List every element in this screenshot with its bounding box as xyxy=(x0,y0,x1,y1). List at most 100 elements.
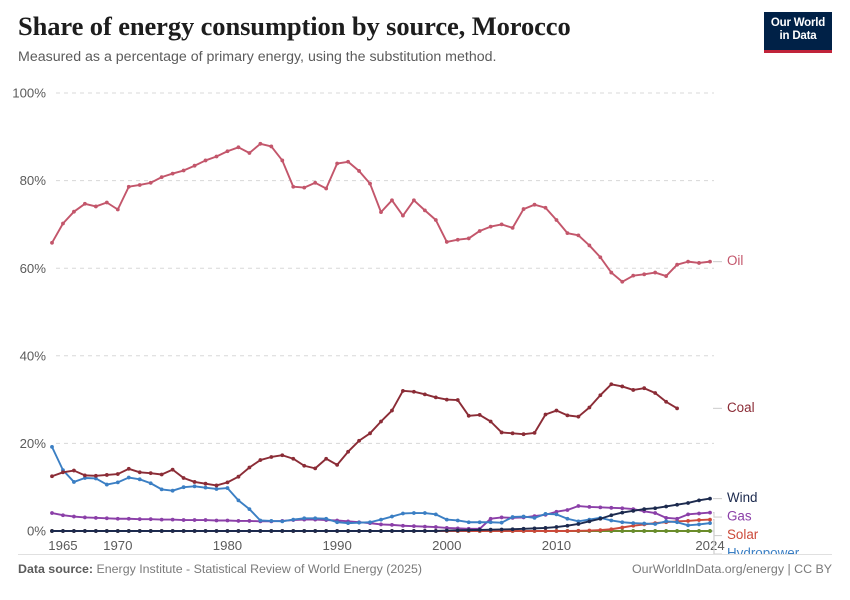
data-point xyxy=(148,529,153,533)
data-point xyxy=(565,231,570,236)
data-point xyxy=(565,413,570,418)
data-point xyxy=(444,397,449,402)
data-point xyxy=(587,505,592,509)
data-point xyxy=(532,430,537,435)
data-point xyxy=(532,529,537,533)
data-point xyxy=(598,516,603,521)
series-oil[interactable] xyxy=(50,141,712,284)
data-point xyxy=(422,208,427,213)
data-point xyxy=(93,473,98,478)
data-point xyxy=(554,525,559,529)
data-point xyxy=(83,515,87,520)
data-point xyxy=(653,391,658,395)
y-tick-label: 40% xyxy=(20,348,47,363)
series-gas[interactable] xyxy=(50,504,712,531)
data-point xyxy=(587,243,592,248)
data-point xyxy=(368,431,372,436)
attribution-link[interactable]: OurWorldInData.org/energy | CC BY xyxy=(632,562,832,576)
series-label-gas[interactable]: Gas xyxy=(727,509,752,524)
data-point xyxy=(653,511,658,515)
data-point xyxy=(499,222,504,227)
data-point xyxy=(159,175,164,179)
data-point xyxy=(247,529,252,533)
data-point xyxy=(170,171,175,176)
data-point xyxy=(104,482,109,487)
data-point xyxy=(708,259,712,264)
series-end-labels-group[interactable]: OilCoalWindGasSolarHydropowerNuclearOthe… xyxy=(713,253,833,555)
data-point xyxy=(488,520,493,525)
label-connector-other-renewables xyxy=(713,530,715,555)
line-chart-svg[interactable]: 0% 20% 40% 60% 80% 100% 1965 1970 1980 1990 2000 2… xyxy=(0,80,850,555)
series-label-oil[interactable]: Oil xyxy=(727,253,743,268)
data-point xyxy=(664,529,669,533)
data-point xyxy=(313,529,318,533)
x-axis-ticks-group: 1965 1970 1980 1990 2000 2010 2024 xyxy=(48,538,724,553)
data-point xyxy=(137,183,142,187)
data-point xyxy=(510,527,515,532)
data-point xyxy=(83,473,87,478)
data-point xyxy=(455,398,460,402)
owid-logo[interactable]: Our World in Data xyxy=(764,12,832,53)
data-point xyxy=(159,487,164,492)
data-point xyxy=(236,498,241,503)
series-lines-group[interactable] xyxy=(50,141,712,533)
data-point xyxy=(225,486,230,490)
data-point xyxy=(61,529,65,533)
data-point xyxy=(686,519,690,523)
data-point xyxy=(379,517,383,522)
data-point xyxy=(280,158,285,163)
data-point xyxy=(488,419,493,424)
data-point xyxy=(609,505,614,510)
data-point xyxy=(499,430,504,435)
series-wind[interactable] xyxy=(50,496,712,533)
data-point xyxy=(697,498,701,503)
data-point xyxy=(192,518,197,522)
data-point xyxy=(236,474,241,479)
data-point xyxy=(214,518,219,523)
data-point xyxy=(115,529,120,533)
data-point xyxy=(148,180,153,185)
data-point xyxy=(532,526,537,531)
data-point xyxy=(422,529,427,533)
chart-footer: Data source: Energy Institute - Statisti… xyxy=(18,554,832,588)
data-point xyxy=(631,521,636,526)
x-tick-label: 1980 xyxy=(213,538,242,553)
data-point xyxy=(269,455,274,459)
data-point xyxy=(675,262,679,267)
data-point xyxy=(642,272,647,277)
data-point xyxy=(214,154,219,159)
data-point xyxy=(203,485,208,490)
data-point xyxy=(587,405,592,410)
data-point xyxy=(137,477,142,482)
data-point xyxy=(609,382,614,387)
data-point xyxy=(576,233,581,238)
data-point xyxy=(521,207,526,211)
series-label-hydropower[interactable]: Hydropower xyxy=(727,546,800,555)
data-point xyxy=(72,529,76,533)
series-label-coal[interactable]: Coal xyxy=(727,400,755,415)
data-point xyxy=(401,388,405,393)
data-point xyxy=(554,218,559,222)
chart-plot-area[interactable]: 0% 20% 40% 60% 80% 100% 1965 1970 1980 1990 2000 2… xyxy=(0,80,850,555)
data-point xyxy=(346,529,350,533)
data-point xyxy=(412,529,416,533)
series-label-solar[interactable]: Solar xyxy=(727,527,759,542)
data-point xyxy=(181,485,186,490)
series-label-wind[interactable]: Wind xyxy=(727,490,758,505)
data-point xyxy=(258,529,263,533)
data-point xyxy=(170,467,175,472)
data-point xyxy=(115,207,120,212)
data-point xyxy=(126,516,131,521)
data-point xyxy=(104,473,109,477)
data-point xyxy=(653,522,658,526)
data-point xyxy=(104,529,109,533)
data-point xyxy=(302,463,307,468)
data-point xyxy=(390,522,394,527)
series-line-coal xyxy=(51,383,679,487)
data-point xyxy=(258,458,263,462)
data-point xyxy=(521,514,526,519)
series-coal[interactable] xyxy=(50,382,679,488)
data-point xyxy=(477,520,482,525)
data-point xyxy=(50,445,54,449)
data-point xyxy=(401,523,405,528)
